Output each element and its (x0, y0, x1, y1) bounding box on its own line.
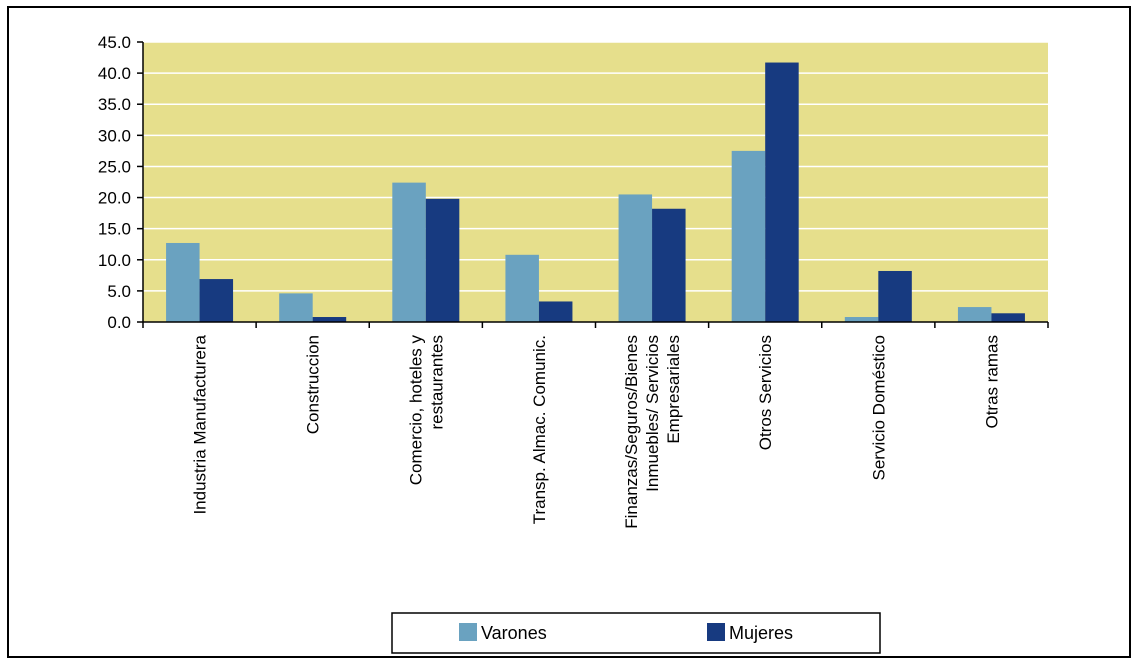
y-tick-label: 20.0 (98, 189, 131, 208)
bar-mujeres (199, 279, 234, 322)
bar-varones (166, 242, 200, 322)
bar-varones (731, 150, 766, 322)
y-tick-label: 25.0 (98, 157, 131, 176)
x-category-label: Transp. Almac. Comunic. (530, 335, 549, 524)
x-category-label: Industria Manufacturera (191, 334, 210, 514)
y-tick-label: 40.0 (98, 64, 131, 83)
bar-varones (505, 254, 539, 322)
bar-varones (392, 182, 426, 322)
x-category-label: Empresariales (664, 335, 683, 444)
bar-varones (279, 293, 313, 322)
y-tick-label: 30.0 (98, 126, 131, 145)
x-category-label: Finanzas/Seguros/Bienes (622, 335, 641, 529)
bar-varones (618, 194, 653, 322)
x-category-label: restaurantes (427, 335, 446, 430)
x-category-label: Otros Servicios (756, 335, 775, 450)
plot-area (143, 42, 1048, 322)
x-category-label: Otras ramas (982, 335, 1001, 429)
bar-mujeres (652, 208, 686, 322)
bar-mujeres (425, 198, 460, 322)
y-axis-ticks: 0.0 5.0 10.0 15.0 20.0 25.0 30.0 35.0 40.0 45.0 (98, 33, 143, 332)
x-axis-categories: Industria Manufacturera Construccion Comer… (191, 334, 1002, 528)
axes (142, 42, 1049, 328)
y-tick-label: 35.0 (98, 95, 131, 114)
bar-mujeres (765, 62, 799, 323)
legend-swatch-mujeres (707, 623, 725, 641)
y-tick-label: 15.0 (98, 220, 131, 239)
legend-swatch-varones (459, 623, 477, 641)
bar-varones (844, 317, 879, 322)
legend-label-mujeres: Mujeres (729, 623, 793, 643)
y-tick-label: 0.0 (107, 313, 131, 332)
bar-mujeres (538, 301, 573, 322)
x-category-label: Servicio Doméstico (869, 335, 888, 481)
x-category-label: Construccion (304, 335, 323, 434)
y-tick-label: 10.0 (98, 251, 131, 270)
x-category-label: Inmuebles/ Servicios (643, 335, 662, 492)
legend: Varones Mujeres (391, 612, 881, 654)
legend-label-varones: Varones (481, 623, 547, 643)
bar-mujeres (312, 317, 347, 322)
bar-mujeres (878, 270, 912, 322)
y-tick-label: 45.0 (98, 33, 131, 52)
bars (166, 62, 1025, 323)
x-category-label: Comercio, hoteles y (406, 335, 425, 486)
y-tick-label: 5.0 (107, 282, 131, 301)
bar-mujeres (991, 313, 1025, 322)
bar-varones (957, 307, 992, 322)
